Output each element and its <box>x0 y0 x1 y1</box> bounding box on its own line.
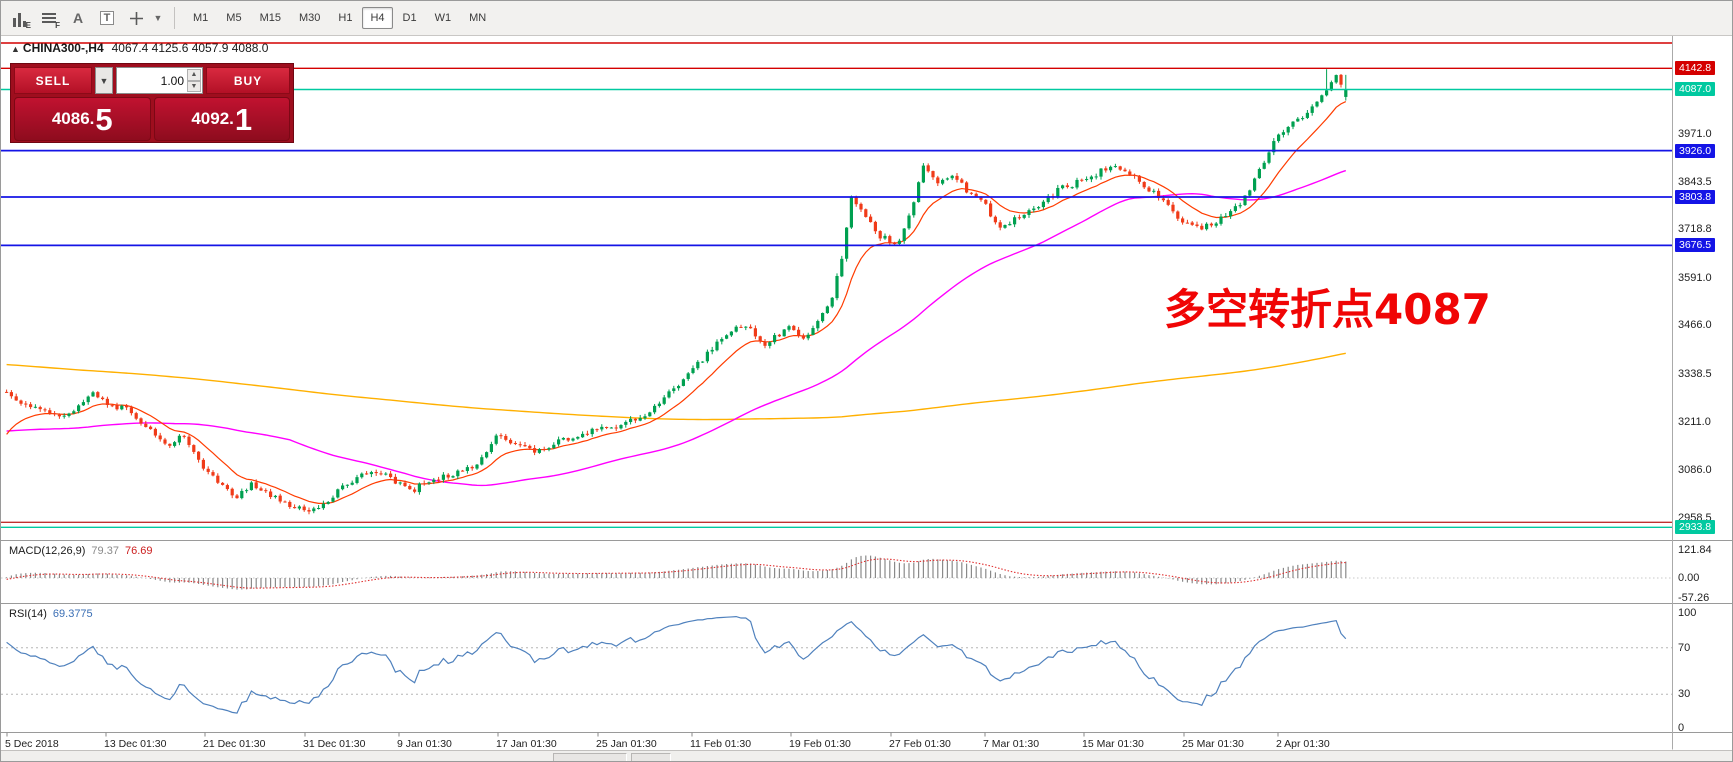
toolbar: E F A T ▼ M1 M5 M15 M30 H1 H4 D1 W1 MN <box>1 1 1732 36</box>
price-axis-label: 3466.0 <box>1678 319 1712 332</box>
volume-field-wrap: ▲ ▼ <box>116 67 203 94</box>
buy-price-main: 4092. <box>191 109 234 128</box>
price-axis-label: 3718.8 <box>1678 223 1712 236</box>
text-tool-button[interactable]: T <box>94 5 120 31</box>
time-axis-label: 7 Mar 01:30 <box>983 738 1040 750</box>
chart-symbol-period: CHINA300-,H4 <box>22 41 104 55</box>
volume-input[interactable] <box>117 73 202 88</box>
sell-price-big-digit: 5 <box>95 101 113 137</box>
time-axis-label: 17 Jan 01:30 <box>496 738 557 750</box>
rsi-axis-label: 100 <box>1678 607 1697 619</box>
time-axis-label: 31 Dec 01:30 <box>303 738 366 750</box>
ma-fast-line <box>6 101 1347 505</box>
buy-button[interactable]: BUY <box>206 67 290 94</box>
time-axis-label: 15 Mar 01:30 <box>1082 738 1144 750</box>
time-axis-label: 11 Feb 01:30 <box>690 738 752 750</box>
macd-panel-label: MACD(12,26,9) 79.37 76.69 <box>9 545 152 557</box>
toolbar-separator <box>174 7 175 29</box>
price-line-badge: 3676.5 <box>1675 238 1716 253</box>
status-cell <box>553 753 627 761</box>
status-bar <box>1 750 1732 761</box>
price-axis-label: 3971.0 <box>1678 127 1712 140</box>
time-axis-label: 5 Dec 2018 <box>5 738 59 750</box>
price-line-badge: 4142.8 <box>1675 61 1716 76</box>
tick-chart-icon-button[interactable]: F <box>36 5 62 31</box>
timeframe-button-H4[interactable]: H4 <box>362 7 393 29</box>
one-click-trading-panel: SELL ▼ ▲ ▼ BUY 4086.5 4092.1 <box>10 63 294 143</box>
price-line-badge: 3926.0 <box>1675 143 1716 158</box>
volume-stepper: ▲ ▼ <box>187 69 201 92</box>
time-axis-label: 25 Jan 01:30 <box>596 738 657 750</box>
buy-price-display[interactable]: 4092. 1 <box>153 97 290 141</box>
timeframe-button-M15[interactable]: M15 <box>252 7 289 29</box>
rsi-axis-label: 70 <box>1678 641 1691 654</box>
macd-value-signal: 76.69 <box>124 545 153 557</box>
price-axis-label: 3591.0 <box>1678 271 1712 284</box>
font-tool-button[interactable]: A <box>72 10 84 26</box>
sell-button[interactable]: SELL <box>14 67 92 94</box>
price-axis-label: 3843.5 <box>1678 175 1712 188</box>
timeframe-button-M30[interactable]: M30 <box>291 7 328 29</box>
time-axis-label: 25 Mar 01:30 <box>1182 738 1244 750</box>
timeframe-button-M5[interactable]: M5 <box>218 7 249 29</box>
bar-chart-icon-button[interactable]: E <box>7 5 33 31</box>
ma-mid-line <box>6 169 1347 487</box>
volume-down-icon[interactable]: ▼ <box>187 80 201 92</box>
price-line-badge: 3803.8 <box>1675 190 1716 204</box>
price-line-badge: 4087.0 <box>1675 82 1716 97</box>
price-axis-label: 3211.0 <box>1678 416 1711 429</box>
price-axis-label: 3338.5 <box>1678 367 1712 380</box>
macd-value-main: 79.37 <box>91 545 119 557</box>
timeframe-button-group: M1 M5 M15 M30 H1 H4 D1 W1 MN <box>185 7 496 29</box>
timeframe-button-D1[interactable]: D1 <box>395 7 425 29</box>
macd-signal-line <box>6 558 1346 589</box>
macd-histogram <box>6 555 1347 590</box>
macd-axis-label: 0.00 <box>1678 572 1700 584</box>
rsi-axis-label: 0 <box>1678 722 1685 734</box>
rsi-value: 69.3775 <box>52 608 93 620</box>
candlestick-series <box>5 69 1348 515</box>
volume-up-icon[interactable]: ▲ <box>187 69 201 81</box>
time-axis-label: 2 Apr 01:30 <box>1276 738 1330 750</box>
chart-ohlc-values: 4067.4 4125.6 4057.9 4088.0 <box>111 41 269 55</box>
rsi-axis-label: 30 <box>1678 688 1691 701</box>
chart-header: ▲ CHINA300-,H4 4067.4 4125.6 4057.9 4088.0 <box>11 41 268 55</box>
chart-canvas <box>1 36 1732 750</box>
time-axis-label: 21 Dec 01:30 <box>203 738 266 750</box>
macd-title: MACD(12,26,9) <box>9 545 86 557</box>
timeframe-button-W1[interactable]: W1 <box>427 7 460 29</box>
time-axis-label: 27 Feb 01:30 <box>889 738 951 750</box>
toolbar-icons: E F A T ▼ <box>7 5 164 31</box>
macd-axis-label: 121.84 <box>1678 543 1712 556</box>
timeframe-button-H1[interactable]: H1 <box>330 7 360 29</box>
time-axis-label: 13 Dec 01:30 <box>104 738 167 750</box>
chart-expand-icon[interactable]: ▲ <box>11 44 20 54</box>
price-axis-label: 3086.0 <box>1678 463 1712 476</box>
timeframe-button-MN[interactable]: MN <box>461 7 494 29</box>
chart-annotation-text: 多空转折点4087 <box>1164 285 1491 334</box>
sell-dropdown-caret-icon[interactable]: ▼ <box>95 67 113 94</box>
macd-axis-label: -57.26 <box>1678 592 1710 604</box>
chart-window: ▲ CHINA300-,H4 4067.4 4125.6 4057.9 4088.0… <box>1 36 1732 761</box>
crosshair-icon <box>129 11 143 25</box>
ma-slow-line <box>6 352 1346 421</box>
rsi-panel-label: RSI(14) 69.3775 <box>9 608 93 620</box>
sell-price-display[interactable]: 4086. 5 <box>14 97 151 141</box>
rsi-title: RSI(14) <box>9 608 47 620</box>
crosshair-tool-button[interactable] <box>123 5 149 31</box>
buy-price-big-digit: 1 <box>234 101 253 137</box>
sell-price-main: 4086. <box>51 109 95 128</box>
timeframe-button-M1[interactable]: M1 <box>185 7 216 29</box>
status-cell <box>631 753 671 761</box>
time-axis-label: 19 Feb 01:30 <box>789 738 851 750</box>
time-axis-label: 9 Jan 01:30 <box>397 738 452 750</box>
tool-dropdown-caret-icon[interactable]: ▼ <box>153 13 163 23</box>
rsi-line <box>6 615 1347 714</box>
price-line-badge: 2933.8 <box>1675 520 1716 535</box>
